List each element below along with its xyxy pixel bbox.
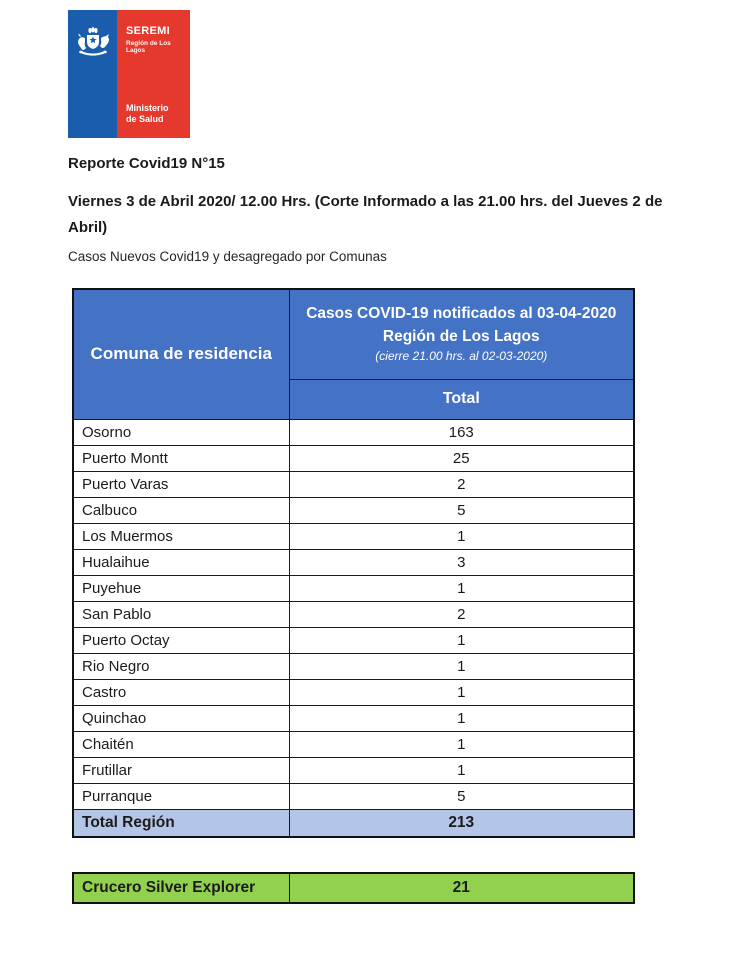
table-row: Puerto Montt 25 xyxy=(72,444,635,472)
comuna-cell: Frutillar xyxy=(72,756,290,784)
comuna-cell: Puerto Montt xyxy=(72,444,290,472)
cruise-table: Crucero Silver Explorer 21 xyxy=(72,872,635,904)
table-header-row: Comuna de residencia Casos COVID-19 noti… xyxy=(72,288,635,420)
table-row: Quinchao 1 xyxy=(72,704,635,732)
table-row: Puerto Varas 2 xyxy=(72,470,635,498)
total-cell: 2 xyxy=(288,600,635,628)
total-cell: 1 xyxy=(288,756,635,784)
comuna-cell: Castro xyxy=(72,678,290,706)
total-cell: 5 xyxy=(288,496,635,524)
total-region-value: 213 xyxy=(288,808,635,838)
total-cell: 1 xyxy=(288,574,635,602)
chile-coat-of-arms-icon xyxy=(77,27,109,56)
comuna-cell: Puerto Octay xyxy=(72,626,290,654)
ministry-label: Ministerio de Salud xyxy=(126,102,169,125)
report-title: Reporte Covid19 N°15 xyxy=(68,155,225,172)
covid-table-body: Osorno 163 Puerto Montt 25 Puerto Varas 2 Calb… xyxy=(72,418,635,810)
comuna-cell: Rio Negro xyxy=(72,652,290,680)
total-cell: 1 xyxy=(288,522,635,550)
table-row: Purranque 5 xyxy=(72,782,635,810)
table-subheader-row: Total xyxy=(73,378,635,420)
logo-text-top: SEREMI Región de Los Lagos xyxy=(126,25,185,54)
total-cell: 1 xyxy=(288,626,635,654)
report-date-line: Viernes 3 de Abril 2020/ 12.00 Hrs. (Cor… xyxy=(68,193,663,236)
total-cell: 3 xyxy=(288,548,635,576)
comuna-cell: Osorno xyxy=(72,418,290,446)
table-row: Chaitén 1 xyxy=(72,730,635,758)
total-cell: 163 xyxy=(288,418,635,446)
ministry-logo: SEREMI Región de Los Lagos Ministerio de… xyxy=(68,10,190,138)
comuna-column-header: Comuna de residencia xyxy=(72,288,290,420)
comuna-cell: Los Muermos xyxy=(72,522,290,550)
comuna-cell: Quinchao xyxy=(72,704,290,732)
comuna-cell: Chaitén xyxy=(72,730,290,758)
report-subtitle: Casos Nuevos Covid19 y desagregado por C… xyxy=(68,249,387,264)
total-cell: 5 xyxy=(288,782,635,810)
casos-header-line2: Región de Los Lagos xyxy=(382,328,540,346)
logo-blue-panel xyxy=(68,10,117,138)
cruise-row: Crucero Silver Explorer 21 xyxy=(72,872,635,904)
logo-red-panel: SEREMI Región de Los Lagos Ministerio de… xyxy=(117,10,190,138)
covid-cases-table: Comuna de residencia Casos COVID-19 noti… xyxy=(72,288,635,838)
table-row: Puyehue 1 xyxy=(72,574,635,602)
casos-header-line1: Casos COVID-19 notificados al 03-04-2020 xyxy=(306,305,617,323)
seremi-region-label: Región de Los Lagos xyxy=(126,40,171,54)
cruise-value: 21 xyxy=(288,872,635,904)
cruise-label: Crucero Silver Explorer xyxy=(72,872,290,904)
comuna-cell: Puyehue xyxy=(72,574,290,602)
table-row: San Pablo 2 xyxy=(72,600,635,628)
table-row: Puerto Octay 1 xyxy=(72,626,635,654)
table-row: Castro 1 xyxy=(72,678,635,706)
table-row: Calbuco 5 xyxy=(72,496,635,524)
comuna-cell: Calbuco xyxy=(72,496,290,524)
table-row: Rio Negro 1 xyxy=(72,652,635,680)
casos-header-line3: (cierre 21.00 hrs. al 02-03-2020) xyxy=(375,349,548,364)
comuna-cell: San Pablo xyxy=(72,600,290,628)
comuna-cell: Hualaihue xyxy=(72,548,290,576)
table-row: Hualaihue 3 xyxy=(72,548,635,576)
comuna-cell: Puerto Varas xyxy=(72,470,290,498)
total-cell: 2 xyxy=(288,470,635,498)
total-region-label: Total Región xyxy=(72,808,290,838)
seremi-label: SEREMI xyxy=(126,25,170,37)
total-region-row: Total Región 213 xyxy=(72,808,635,838)
table-row: Frutillar 1 xyxy=(72,756,635,784)
table-row: Los Muermos 1 xyxy=(72,522,635,550)
table-row: Osorno 163 xyxy=(72,418,635,446)
total-cell: 1 xyxy=(288,730,635,758)
casos-column-header: Casos COVID-19 notificados al 03-04-2020… xyxy=(288,288,635,380)
total-column-header: Total xyxy=(288,378,635,420)
comuna-cell: Purranque xyxy=(72,782,290,810)
total-cell: 1 xyxy=(288,704,635,732)
total-cell: 25 xyxy=(288,444,635,472)
total-cell: 1 xyxy=(288,652,635,680)
total-cell: 1 xyxy=(288,678,635,706)
